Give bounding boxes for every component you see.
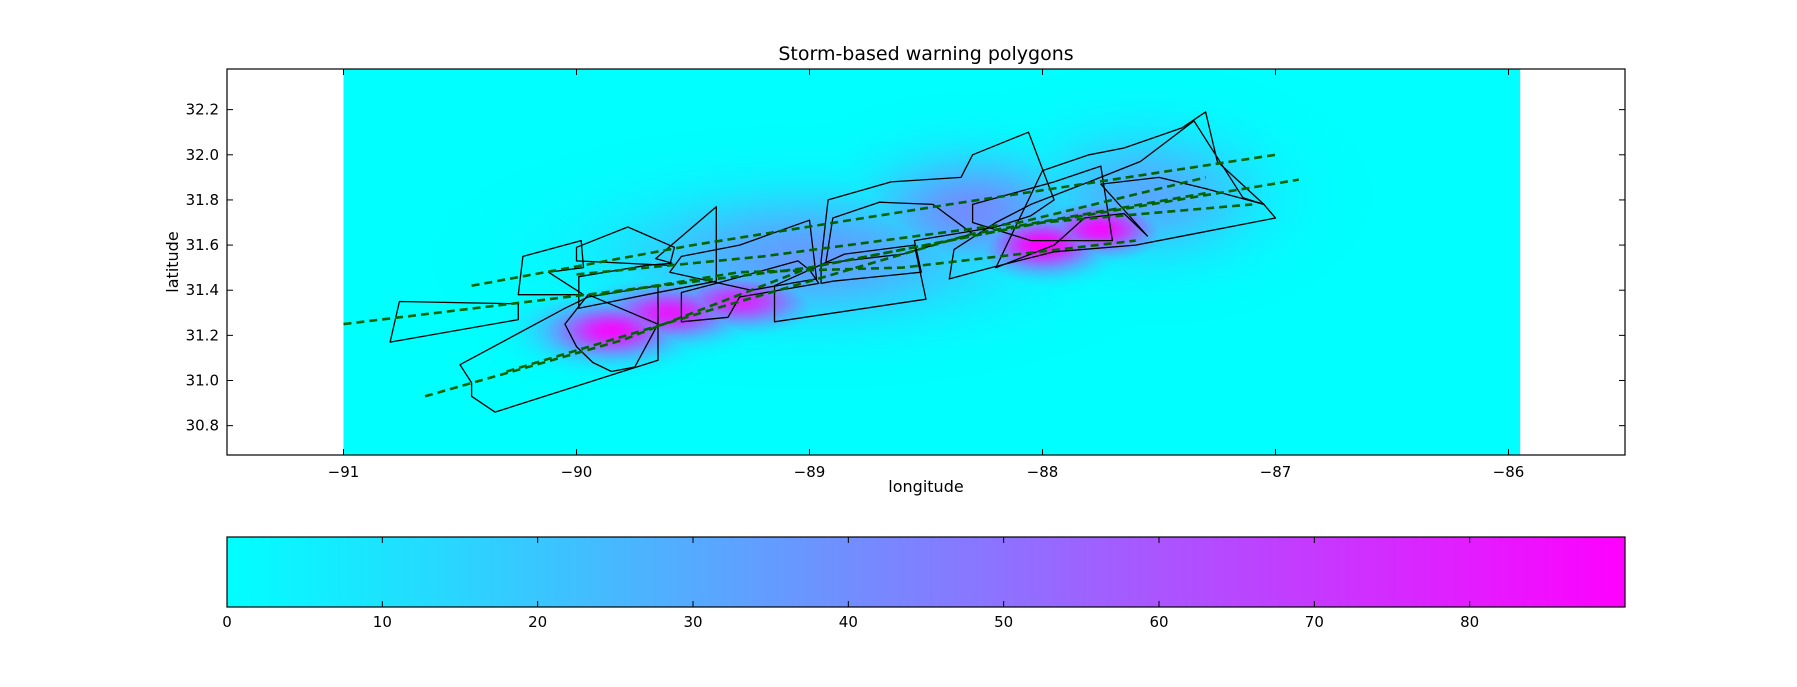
colorbar-tick-label: 50 (994, 613, 1013, 631)
storm-track-line (599, 239, 1136, 296)
x-tick-label: −88 (1027, 463, 1059, 481)
storm-track-lines (343, 153, 1300, 398)
colorbar-tick-label: 80 (1460, 613, 1479, 631)
y-axis-ticks: 30.8 31.0 31.2 31.4 31.6 31.8 32.0 32.2 (186, 101, 1625, 435)
colorbar-ticks: 0 10 20 30 40 50 60 70 80 (222, 537, 1479, 631)
warning-polygon (948, 120, 1277, 280)
warning-polygon (971, 165, 1114, 242)
storm-track-line (471, 153, 1276, 287)
x-tick-label: −86 (1493, 463, 1525, 481)
colorbar-tick-label: 0 (222, 613, 232, 631)
colorbar-tick-label: 40 (839, 613, 858, 631)
colorbar-tick-label: 10 (373, 613, 392, 631)
y-tick-label: 32.2 (186, 101, 219, 119)
colorbar: 0 10 20 30 40 50 60 70 80 (222, 536, 1626, 631)
storm-track-line (506, 191, 1206, 373)
x-tick-label: −89 (794, 463, 826, 481)
x-tick-label: −90 (561, 463, 593, 481)
y-tick-label: 31.0 (186, 372, 219, 390)
warning-polygon (459, 285, 659, 413)
warning-polygon (564, 294, 659, 373)
warning-polygon (995, 111, 1265, 269)
warning-polygon (578, 206, 717, 309)
heatmap-image (343, 69, 1521, 455)
y-tick-label: 31.2 (186, 326, 219, 344)
x-tick-label: −87 (1260, 463, 1292, 481)
y-tick-label: 32.0 (186, 146, 219, 164)
y-axis-label: latitude (163, 231, 182, 292)
plot-frame (226, 68, 1626, 456)
y-tick-label: 31.6 (186, 236, 219, 254)
colorbar-tick-label: 60 (1149, 613, 1168, 631)
y-tick-label: 31.4 (186, 281, 219, 299)
x-tick-label: −91 (328, 463, 360, 481)
y-tick-label: 31.8 (186, 191, 219, 209)
warning-polygon (820, 131, 1055, 285)
colorbar-tick-label: 30 (683, 613, 702, 631)
x-axis-label: longitude (888, 477, 963, 496)
map-area (226, 68, 1626, 456)
y-tick-label: 30.8 (186, 417, 219, 435)
colorbar-fill (226, 536, 1626, 608)
storm-track-line (424, 178, 1300, 398)
warning-polygon (575, 226, 676, 267)
colorbar-tick-label: 20 (528, 613, 547, 631)
warning-polygon (825, 201, 974, 264)
storm-track-line (576, 176, 1206, 276)
chart-title: Storm-based warning polygons (778, 43, 1073, 65)
colorbar-tick-label: 70 (1305, 613, 1324, 631)
x-axis-ticks: −91 −90 −89 −88 −87 −86 (328, 69, 1525, 481)
